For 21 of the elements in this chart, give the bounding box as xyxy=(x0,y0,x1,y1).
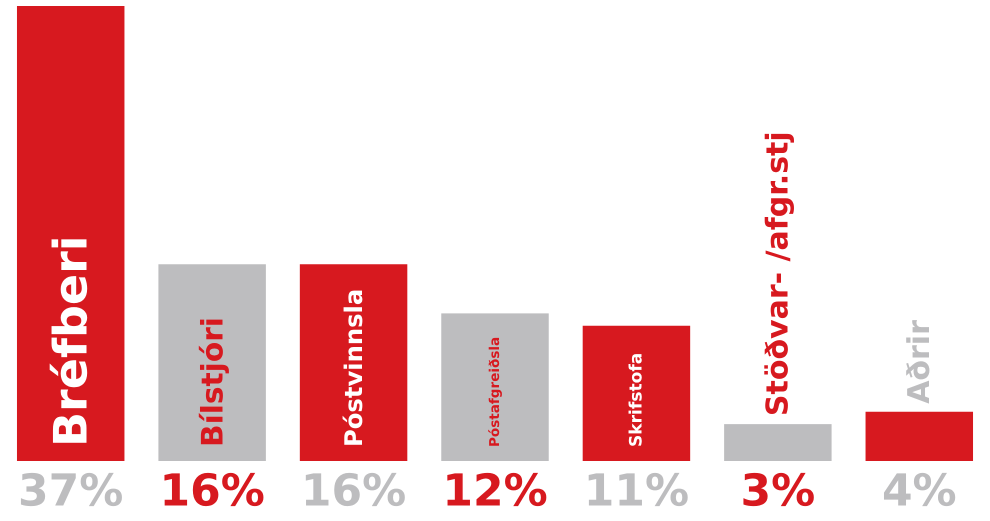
x-tick-label: Skrifstofa xyxy=(626,352,646,447)
x-tick-label: Stöðvar- /afgr.stj xyxy=(760,131,796,416)
x-tick-label: Póstvinnsla xyxy=(339,288,368,447)
data-label: 11% xyxy=(584,466,690,516)
bar xyxy=(866,412,974,461)
bar xyxy=(582,326,690,461)
bar xyxy=(16,6,124,461)
bar xyxy=(158,264,266,461)
data-label: 16% xyxy=(300,466,406,516)
data-label: 4% xyxy=(882,466,957,516)
bar xyxy=(441,313,549,461)
x-tick-label: Bílstjóri xyxy=(194,317,230,447)
data-label: 12% xyxy=(442,466,548,516)
bar xyxy=(300,264,408,461)
x-tick-label: Bréfberi xyxy=(44,235,98,447)
data-label: 37% xyxy=(18,466,124,516)
x-tick-label: Aðrir xyxy=(902,320,937,404)
data-label: 3% xyxy=(740,466,816,516)
data-label: 16% xyxy=(159,466,265,516)
x-tick-label: Póstafgreiðsla xyxy=(487,336,503,447)
bar xyxy=(724,424,832,461)
